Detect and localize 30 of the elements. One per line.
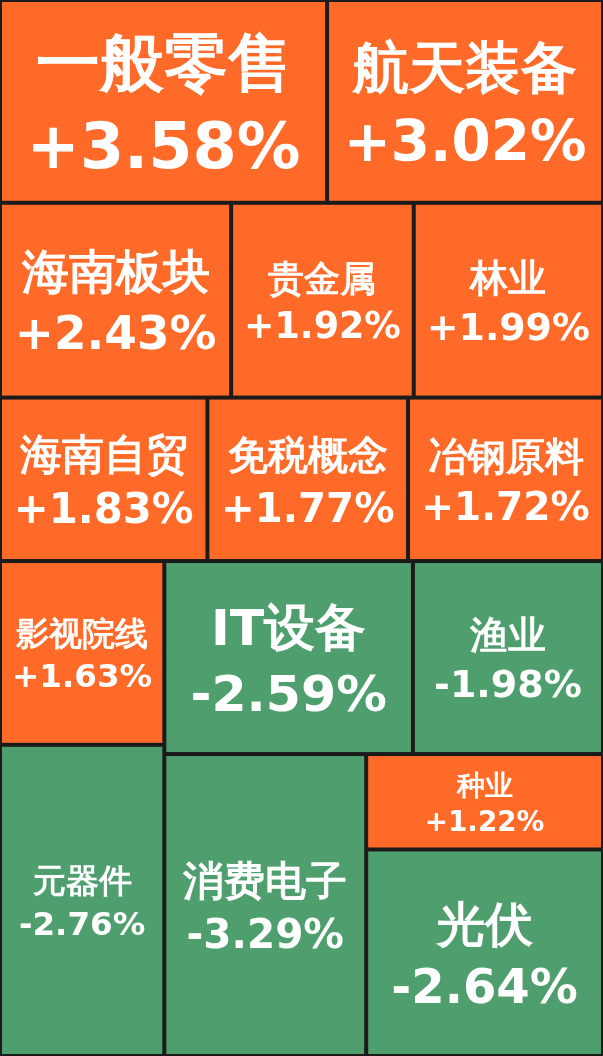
data-label: +1.92% (243, 304, 401, 348)
data-label: -3.29% (186, 909, 344, 958)
category-label: 渔业 (468, 613, 546, 658)
data-label: -1.98% (434, 662, 582, 707)
category-label: 影视院线 (15, 614, 149, 653)
category-label: IT设备 (210, 597, 367, 657)
category-label: 一般零售 (35, 26, 292, 101)
data-label: +1.63% (12, 657, 153, 696)
category-label: 种业 (455, 768, 513, 802)
data-label: +3.58% (26, 109, 301, 184)
data-label: -2.76% (18, 904, 146, 943)
data-label: -2.59% (190, 663, 387, 723)
data-label: +1.77% (220, 484, 395, 532)
category-label: 光伏 (434, 895, 534, 952)
data-label: +1.99% (426, 304, 590, 349)
category-label: 贵金属 (268, 257, 377, 301)
data-label: +3.02% (343, 108, 587, 174)
data-label: +1.83% (13, 484, 194, 534)
data-label: +1.72% (421, 484, 590, 530)
category-label: 免税概念 (227, 432, 388, 480)
category-label: 海南自贸 (18, 429, 188, 479)
category-label: 消费电子 (182, 856, 348, 905)
category-label: 冶钢原料 (427, 433, 584, 479)
category-label: 海南板块 (20, 245, 210, 300)
data-label: -2.64% (391, 958, 578, 1015)
category-label: 元器件 (31, 862, 132, 901)
data-label: +2.43% (14, 306, 217, 361)
data-label: +1.22% (424, 804, 545, 838)
category-label: 林业 (468, 255, 547, 300)
category-label: 航天装备 (351, 35, 578, 101)
